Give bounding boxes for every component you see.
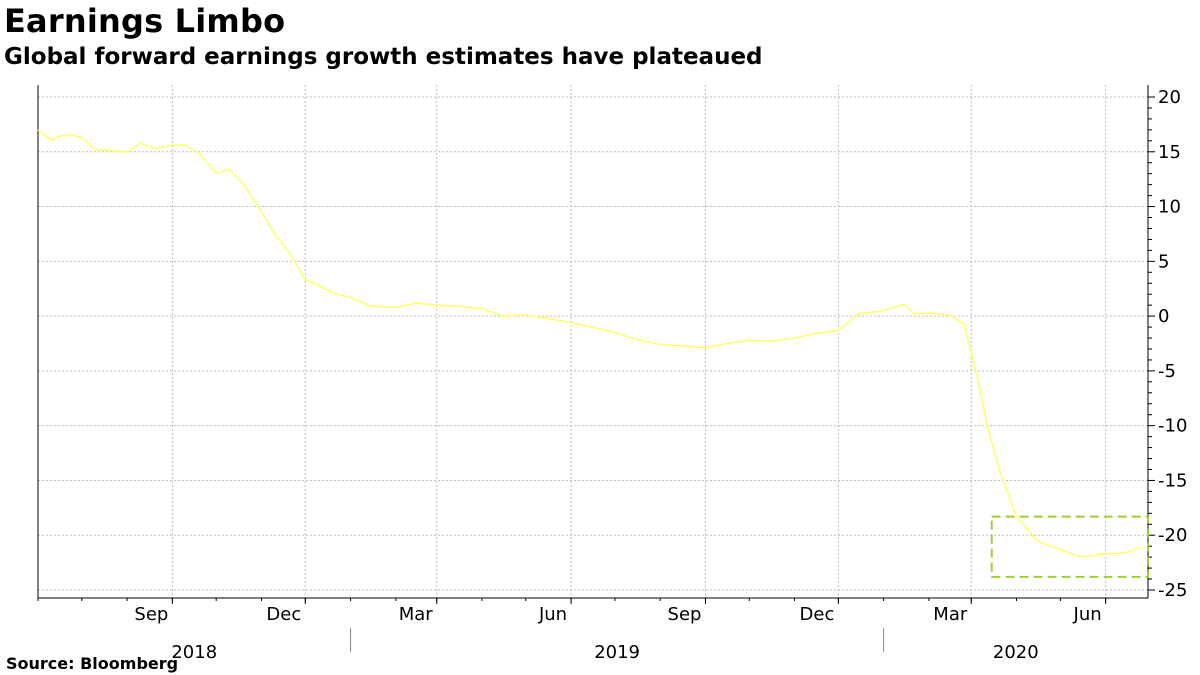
y-tick-label: -20 [1158, 525, 1187, 546]
y-tick-label: 15 [1158, 142, 1181, 163]
highlight-box [990, 515, 1150, 578]
grid [38, 85, 1148, 598]
year-label: 2019 [594, 642, 640, 663]
y-tick-label: 10 [1158, 197, 1181, 218]
y-tick-label: 0 [1158, 306, 1169, 327]
x-tick-label: Mar [399, 604, 434, 625]
annotation-layer [990, 515, 1150, 578]
x-tick-label: Jun [1073, 604, 1102, 625]
x-tick-label: Mar [933, 604, 968, 625]
y-tick-label: -10 [1158, 416, 1187, 437]
axes: 20 15 10 5 0 -5 -10 -15 -20 -25 Sep Dec Mar Jun Sep Dec… [37, 85, 1187, 663]
chart-subtitle: Global forward earnings growth estimates… [4, 44, 763, 70]
y-tick-label: -15 [1158, 470, 1187, 491]
y-tick-label: -5 [1158, 361, 1176, 382]
y-tick-label: -25 [1158, 580, 1187, 601]
y-tick-label: 20 [1158, 87, 1181, 108]
x-tick-label: Sep [134, 604, 168, 625]
source-note: Source: Bloomberg [6, 654, 179, 673]
x-tick-label: Dec [800, 604, 835, 625]
x-tick-label: Dec [266, 604, 301, 625]
series-layer [37, 129, 1141, 558]
x-tick-label: Sep [668, 604, 702, 625]
series-line [37, 129, 1141, 558]
chart-title: Earnings Limbo [4, 2, 286, 40]
y-tick-label: 5 [1158, 251, 1169, 272]
year-label: 2018 [171, 642, 217, 663]
year-label: 2020 [993, 642, 1039, 663]
x-tick-label: Jun [538, 604, 567, 625]
